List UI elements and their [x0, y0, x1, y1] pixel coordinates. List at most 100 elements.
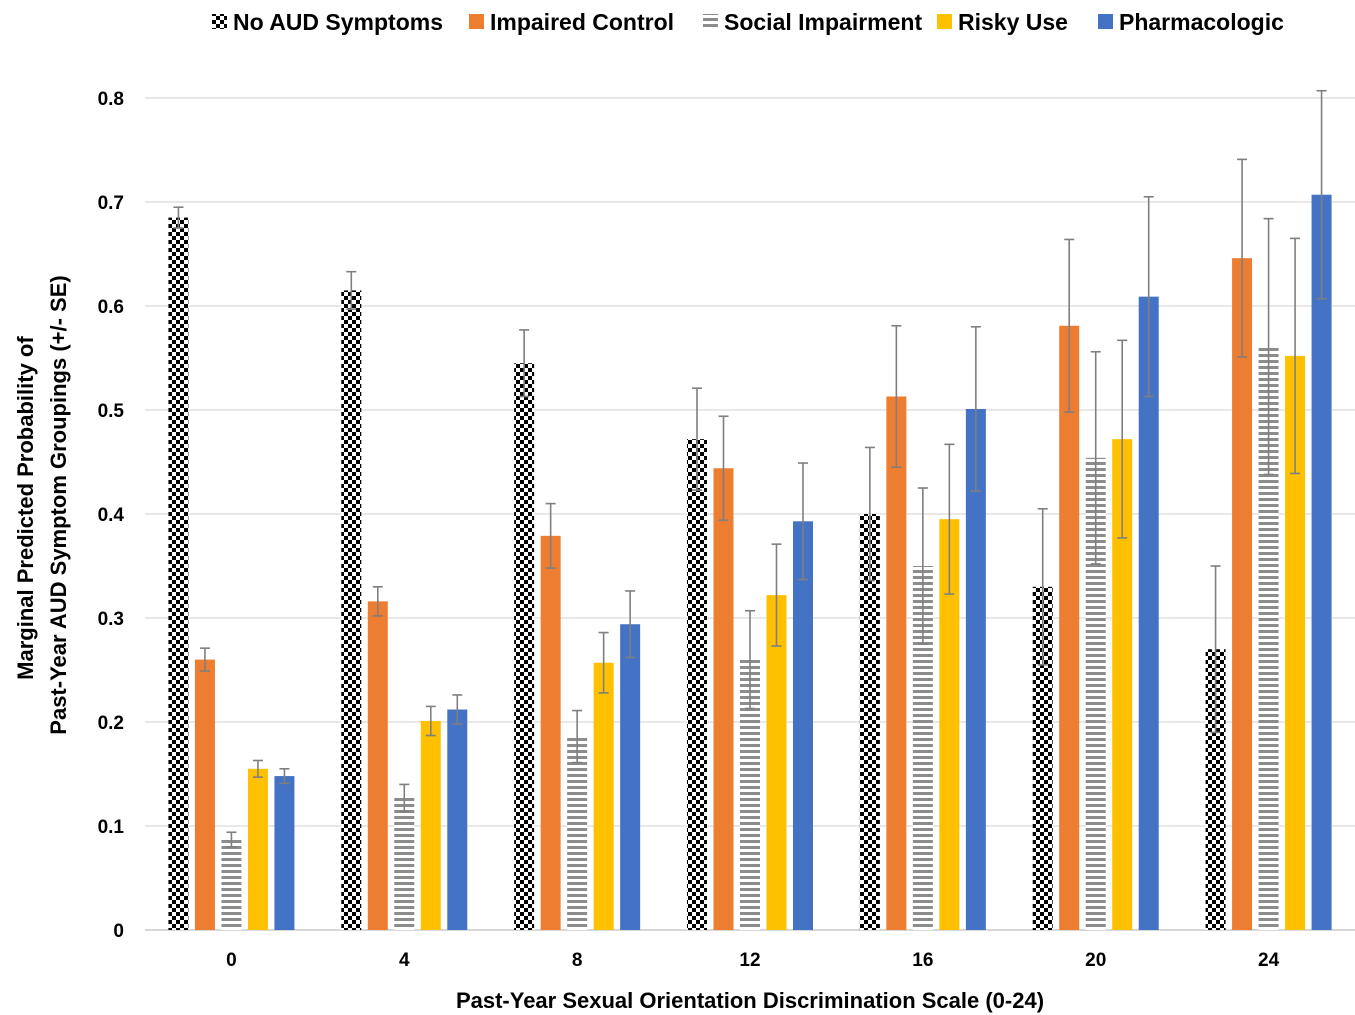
error-bar-social-impairment-8: [572, 709, 583, 764]
bar-social-impairment-12: [740, 659, 760, 930]
error-bar-no-aud-symptoms-8: [519, 329, 530, 398]
error-bar-no-aud-symptoms-4: [346, 270, 357, 310]
bar-risky-use-0: [247, 768, 268, 930]
legend-label: Social Impairment: [724, 9, 922, 35]
y-tick-label: 0.2: [98, 713, 124, 734]
legend-swatch: [212, 14, 227, 29]
y-tick-label: 0: [113, 921, 124, 942]
x-axis-title: Past-Year Sexual Orientation Discriminat…: [456, 988, 1044, 1013]
bar-no-aud-symptoms-0: [168, 217, 189, 931]
bar-risky-use-24: [1285, 355, 1306, 930]
error-bar-social-impairment-16: [917, 487, 928, 645]
error-bar-no-aud-symptoms-16: [864, 446, 875, 582]
bar-no-aud-symptoms-16: [859, 514, 880, 930]
y-axis-title: Marginal Predicted Probability of Past-Y…: [13, 275, 71, 734]
bar-pharmacologic-16: [965, 408, 986, 931]
bar-pharmacologic-12: [793, 521, 813, 930]
bar-impaired-control-16: [886, 396, 907, 931]
error-bar-pharmacologic-8: [625, 590, 636, 659]
error-bar-social-impairment-4: [399, 783, 410, 813]
y-tick-label: 0.3: [98, 609, 124, 630]
x-tick-label: 4: [399, 950, 410, 971]
bar-social-impairment-0: [221, 839, 242, 930]
y-tick-label: 0.4: [98, 505, 125, 526]
error-bar-risky-use-4: [425, 705, 436, 737]
legend-swatch: [469, 14, 484, 29]
error-bar-no-aud-symptoms-12: [692, 387, 702, 491]
bar-no-aud-symptoms-8: [514, 363, 535, 930]
error-bar-impaired-control-12: [718, 415, 729, 522]
bar-social-impairment-8: [567, 736, 588, 930]
bar-pharmacologic-8: [620, 624, 641, 930]
bar-pharmacologic-20: [1138, 296, 1159, 930]
x-tick-label: 8: [572, 950, 583, 971]
x-axis-ticks: 0 4 8 12 16 20 24: [226, 950, 1279, 971]
bar-social-impairment-24: [1258, 346, 1279, 930]
legend-item-impaired-control: Impaired Control: [469, 9, 674, 35]
error-bar-impaired-control-16: [891, 324, 902, 469]
bar-social-impairment-4: [394, 797, 415, 930]
error-bar-impaired-control-20: [1064, 238, 1075, 413]
bar-risky-use-4: [420, 720, 441, 930]
error-bar-risky-use-12: [771, 543, 782, 647]
error-bars: [173, 89, 1327, 848]
bar-social-impairment-20: [1085, 457, 1106, 930]
error-bar-risky-use-20: [1117, 339, 1128, 539]
bar-pharmacologic-24: [1311, 194, 1332, 931]
y-tick-label: 0.8: [98, 89, 124, 110]
bar-risky-use-16: [939, 519, 960, 930]
legend-label: No AUD Symptoms: [233, 9, 443, 35]
y-tick-label: 0.1: [98, 817, 125, 838]
error-bar-social-impairment-12: [745, 609, 755, 710]
error-bar-risky-use-0: [252, 759, 263, 778]
error-bar-impaired-control-0: [199, 647, 210, 672]
error-bar-impaired-control-24: [1237, 158, 1248, 358]
y-tick-label: 0.6: [98, 297, 124, 318]
legend-label: Pharmacologic: [1119, 9, 1284, 35]
bar-risky-use-12: [766, 595, 787, 930]
bars: [168, 194, 1332, 931]
y-tick-label: 0.5: [98, 401, 125, 422]
bar-pharmacologic-0: [274, 776, 295, 930]
bar-impaired-control-8: [540, 535, 561, 930]
legend-swatch: [703, 14, 718, 29]
legend-item-pharmacologic: Pharmacologic: [1098, 9, 1284, 35]
x-tick-label: 20: [1085, 950, 1106, 971]
bar-impaired-control-24: [1232, 258, 1253, 930]
error-bar-pharmacologic-4: [452, 694, 463, 725]
x-tick-label: 16: [912, 950, 933, 971]
error-bar-pharmacologic-16: [970, 325, 981, 492]
error-bar-pharmacologic-20: [1143, 196, 1154, 398]
error-bar-no-aud-symptoms-20: [1037, 507, 1048, 666]
bar-no-aud-symptoms-24: [1205, 649, 1226, 930]
error-bar-pharmacologic-24: [1316, 89, 1327, 300]
bar-no-aud-symptoms-4: [341, 290, 362, 930]
error-bar-social-impairment-0: [226, 831, 237, 848]
error-bar-risky-use-8: [598, 631, 609, 694]
bar-impaired-control-12: [713, 468, 734, 930]
legend-label: Risky Use: [958, 9, 1068, 35]
legend-swatch: [1098, 14, 1113, 29]
x-tick-label: 0: [226, 950, 237, 971]
legend-item-no-aud-symptoms: No AUD Symptoms: [212, 9, 443, 35]
error-bar-impaired-control-4: [372, 585, 383, 617]
y-axis-title-line-1: Marginal Predicted Probability of: [13, 336, 38, 680]
bar-risky-use-8: [593, 662, 614, 930]
y-axis-ticks: 0 0.1 0.2 0.3 0.4 0.5 0.6 0.7 0.8: [98, 89, 125, 942]
error-bar-risky-use-24: [1290, 237, 1301, 475]
bar-pharmacologic-4: [447, 709, 468, 930]
error-bar-impaired-control-8: [545, 502, 556, 569]
bar-no-aud-symptoms-12: [687, 439, 707, 930]
legend-swatch: [937, 14, 952, 29]
error-bar-pharmacologic-12: [798, 462, 808, 581]
y-tick-label: 0.7: [98, 193, 124, 214]
legend: No AUD Symptoms Impaired Control Social Im…: [212, 9, 1284, 35]
error-bar-no-aud-symptoms-24: [1210, 565, 1221, 734]
legend-item-risky-use: Risky Use: [937, 9, 1068, 35]
error-bar-social-impairment-24: [1263, 217, 1274, 476]
x-tick-label: 24: [1258, 950, 1280, 971]
bar-impaired-control-20: [1059, 325, 1080, 930]
error-bar-risky-use-16: [944, 443, 955, 595]
bar-social-impairment-16: [912, 566, 933, 930]
